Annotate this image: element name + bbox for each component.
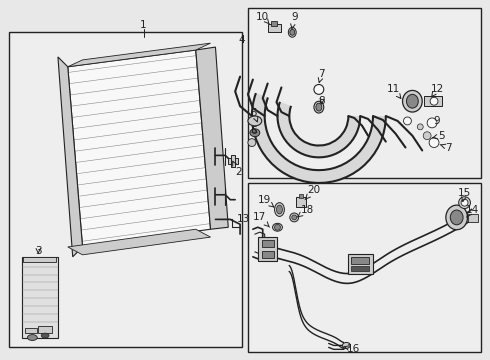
Bar — [351, 266, 369, 271]
Text: 4: 4 — [239, 35, 245, 45]
Circle shape — [248, 139, 256, 147]
Ellipse shape — [248, 116, 262, 126]
Bar — [262, 240, 273, 247]
Ellipse shape — [290, 30, 294, 35]
Ellipse shape — [430, 97, 438, 105]
Circle shape — [417, 124, 423, 130]
Ellipse shape — [314, 101, 324, 113]
Circle shape — [427, 118, 437, 128]
Ellipse shape — [407, 94, 418, 108]
Bar — [22, 257, 58, 338]
Polygon shape — [277, 102, 360, 157]
Polygon shape — [58, 57, 82, 257]
Text: 13: 13 — [236, 215, 250, 224]
Ellipse shape — [41, 333, 49, 338]
Text: 18: 18 — [297, 204, 314, 217]
Bar — [262, 251, 273, 258]
Text: 9: 9 — [434, 116, 441, 126]
Bar — [299, 194, 303, 198]
Text: 3: 3 — [35, 246, 42, 256]
Text: 6: 6 — [250, 126, 257, 136]
Text: 8: 8 — [318, 96, 325, 106]
Text: 19: 19 — [258, 195, 274, 207]
Text: 1: 1 — [140, 21, 147, 31]
Bar — [348, 254, 373, 274]
Ellipse shape — [343, 342, 350, 348]
Text: 20: 20 — [305, 185, 320, 200]
Ellipse shape — [290, 213, 299, 222]
Polygon shape — [196, 47, 228, 229]
Circle shape — [429, 138, 439, 148]
Text: 9: 9 — [291, 12, 297, 28]
Ellipse shape — [446, 205, 467, 230]
Bar — [296, 197, 306, 207]
Ellipse shape — [250, 129, 260, 137]
Bar — [351, 257, 369, 264]
Text: 15: 15 — [458, 188, 471, 202]
Text: 16: 16 — [344, 345, 360, 354]
Bar — [228, 158, 238, 164]
Bar — [270, 21, 276, 26]
Ellipse shape — [402, 90, 422, 112]
Bar — [38, 326, 52, 333]
Ellipse shape — [27, 334, 37, 341]
Ellipse shape — [292, 215, 296, 220]
Bar — [231, 156, 235, 167]
Circle shape — [314, 85, 324, 94]
Ellipse shape — [272, 223, 282, 231]
Bar — [24, 257, 56, 262]
Bar — [248, 183, 481, 352]
Ellipse shape — [461, 199, 468, 206]
Bar — [258, 237, 277, 261]
Polygon shape — [68, 229, 211, 255]
Ellipse shape — [316, 103, 322, 111]
Ellipse shape — [459, 197, 470, 208]
Text: 12: 12 — [430, 84, 443, 97]
Text: 2: 2 — [233, 161, 242, 177]
Polygon shape — [68, 50, 211, 247]
Bar — [424, 96, 442, 106]
Ellipse shape — [288, 27, 296, 37]
Circle shape — [274, 224, 280, 230]
Polygon shape — [68, 43, 211, 67]
Circle shape — [423, 132, 431, 140]
Text: 14: 14 — [466, 204, 479, 217]
Bar — [248, 8, 481, 178]
Polygon shape — [252, 93, 386, 183]
Text: 11: 11 — [387, 84, 401, 98]
Ellipse shape — [274, 203, 284, 216]
Text: 7: 7 — [318, 69, 325, 82]
Bar — [268, 24, 281, 32]
Ellipse shape — [276, 205, 282, 214]
Bar — [468, 215, 478, 222]
Bar — [9, 32, 242, 347]
Text: 5: 5 — [250, 108, 258, 122]
Bar — [25, 328, 37, 333]
Text: 5: 5 — [433, 131, 445, 141]
Ellipse shape — [450, 210, 463, 225]
Circle shape — [404, 117, 412, 125]
Text: 17: 17 — [253, 212, 270, 227]
Text: 10: 10 — [256, 12, 270, 24]
Text: 7: 7 — [440, 143, 452, 153]
